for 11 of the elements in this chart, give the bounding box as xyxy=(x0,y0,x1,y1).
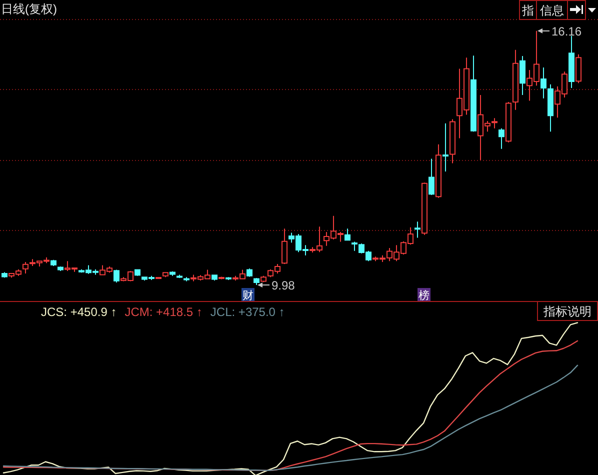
button: 信息 xyxy=(536,0,568,20)
note: 9.98 xyxy=(258,278,295,292)
legend: JCS: +450.9 ↑ JCM: +418.5 ↑ JCL: +375.0 ↑ xyxy=(41,305,285,319)
note: 16.16 xyxy=(538,24,582,38)
button: 指 xyxy=(519,0,537,20)
annotation: 9.98 xyxy=(272,278,296,292)
chart-title: 日线(复权) xyxy=(1,2,57,16)
tag: 财 xyxy=(242,288,254,302)
annotation: 16.16 xyxy=(552,24,582,38)
button: 指标说明 xyxy=(537,301,598,321)
tag: 榜 xyxy=(418,288,430,302)
